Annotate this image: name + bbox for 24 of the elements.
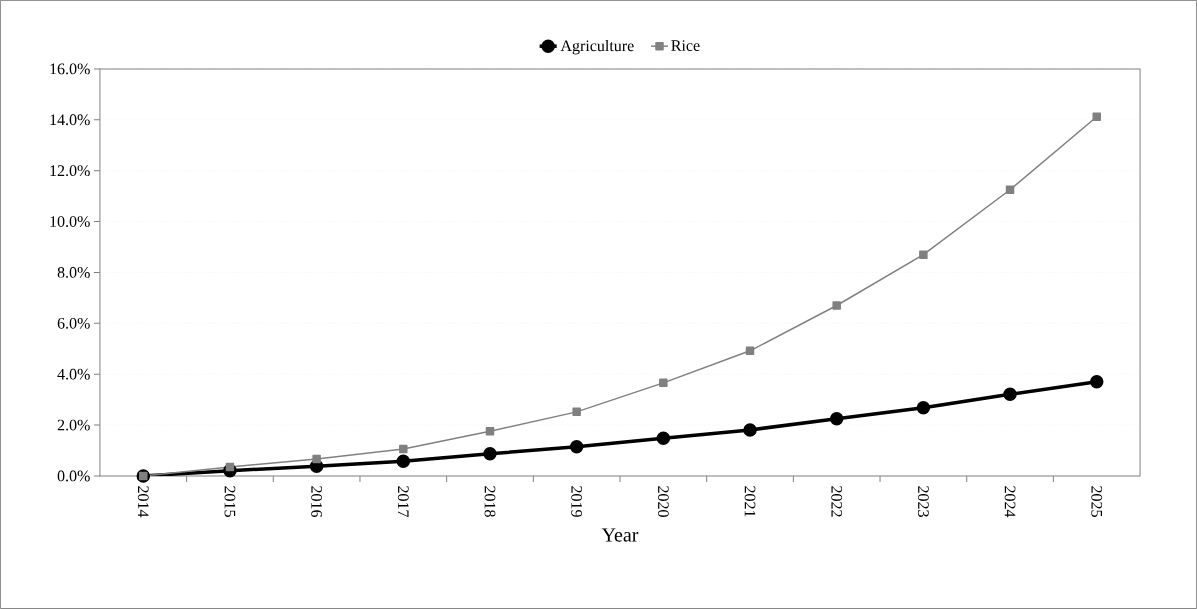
y-tick-label: 14.0%: [50, 114, 90, 126]
x-tick-label: 2020: [657, 486, 669, 517]
y-tick-label: 2.0%: [57, 419, 90, 431]
x-tick-label: 2022: [831, 486, 843, 517]
y-tick-label: 6.0%: [57, 317, 90, 329]
y-tick-label: 4.0%: [57, 368, 90, 380]
x-axis-title: Year: [601, 528, 639, 542]
x-tick-label: 2014: [137, 486, 149, 518]
legend-label: Rice: [671, 40, 700, 51]
y-tick-label: 8.0%: [57, 267, 90, 278]
y-tick-label: 16.0%: [50, 63, 90, 75]
x-tick-label: 2024: [1004, 486, 1016, 518]
x-tick-label: 2015: [224, 486, 236, 517]
legend-label: Agriculture: [560, 39, 634, 55]
x-tick-label: 2023: [917, 486, 929, 517]
x-tick-label: 2021: [744, 486, 756, 517]
x-tick-label: 2025: [1091, 486, 1103, 517]
y-tick-label: 0.0%: [57, 470, 90, 482]
x-tick-label: 2016: [311, 486, 323, 518]
y-tick-label: 10.0%: [50, 216, 90, 228]
x-tick-label: 2018: [484, 486, 496, 517]
x-tick-label: 2017: [397, 486, 409, 518]
y-tick-label: 12.0%: [50, 165, 90, 177]
x-tick-label: 2019: [571, 486, 583, 517]
